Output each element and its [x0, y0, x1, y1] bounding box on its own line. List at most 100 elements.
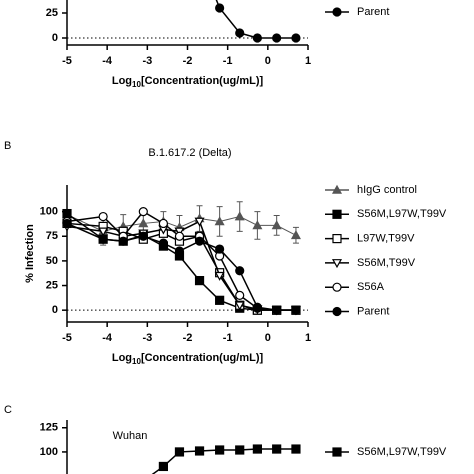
legend-marker	[332, 447, 342, 457]
panel-label: C	[4, 404, 12, 416]
legend-label: hIgG control	[357, 184, 417, 196]
panel: 100 125 C Wuhan S56M,L97W,T99V	[4, 404, 447, 474]
y-tick-label: 100	[40, 446, 58, 458]
y-tick-label: 0	[52, 304, 58, 316]
chart-title: Wuhan	[113, 430, 148, 442]
legend-label: L97W,T99V	[357, 233, 415, 245]
x-tick-label: 0	[265, 332, 271, 344]
marker	[290, 230, 301, 240]
marker	[215, 295, 225, 305]
legend-label: Parent	[357, 6, 389, 18]
y-tick-label: 125	[40, 422, 58, 434]
marker	[62, 208, 72, 219]
marker	[291, 444, 301, 454]
panel-label: B	[4, 140, 11, 152]
legend-marker	[331, 184, 343, 194]
marker	[272, 305, 282, 315]
marker	[235, 266, 245, 276]
legend-label: S56M,L97W,T99V	[357, 208, 447, 220]
marker	[174, 447, 185, 457]
x-label-part: Log	[112, 75, 132, 87]
x-tick-label: -5	[62, 55, 72, 67]
marker	[291, 33, 301, 43]
x-tick-label: -2	[183, 55, 193, 67]
marker	[235, 28, 245, 38]
marker	[215, 445, 225, 455]
plot-area	[215, 0, 301, 43]
y-tick-label: 75	[46, 230, 58, 242]
x-label-part: 10	[132, 80, 141, 89]
y-tick-label: 25	[46, 279, 58, 291]
legend-label: S56M,L97W,T99V	[357, 446, 447, 458]
plot-area	[61, 201, 301, 316]
x-tick-label: 0	[265, 55, 271, 67]
legend-label: S56A	[357, 281, 385, 293]
legend-marker	[331, 259, 343, 269]
x-tick-label: -4	[102, 332, 113, 344]
x-tick-label: -5	[62, 332, 72, 344]
marker	[174, 231, 185, 241]
legend-marker	[332, 234, 342, 244]
x-axis-label: Log10[Concentration(ug/mL)]	[112, 352, 264, 366]
y-tick-label: 0	[52, 32, 58, 44]
y-axis-label: % Infection	[24, 224, 36, 283]
marker	[215, 3, 225, 13]
marker	[194, 217, 205, 227]
x-tick-label: -3	[142, 55, 152, 67]
marker	[194, 276, 205, 286]
marker	[272, 444, 282, 454]
legend-label: Parent	[357, 305, 389, 317]
x-label-part: 10	[132, 357, 141, 366]
marker	[194, 446, 205, 456]
chart-title: B.1.617.2 (Delta)	[148, 147, 231, 159]
y-tick-label: 100	[40, 206, 58, 218]
marker	[214, 216, 225, 226]
x-label-part: [Concentration(ug/mL)]	[141, 75, 264, 87]
marker	[214, 271, 225, 281]
marker	[98, 211, 108, 222]
legend-marker	[332, 282, 342, 292]
legend-marker	[332, 209, 342, 219]
marker	[234, 211, 245, 221]
marker	[252, 302, 262, 312]
marker	[98, 234, 108, 244]
marker	[252, 33, 262, 43]
marker	[235, 290, 245, 300]
marker	[194, 236, 205, 246]
marker	[235, 445, 245, 455]
y-tick-label: 50	[46, 255, 58, 267]
marker	[138, 231, 148, 241]
marker	[215, 244, 225, 254]
x-tick-label: -1	[223, 332, 233, 344]
marker	[272, 33, 282, 43]
marker	[252, 444, 262, 454]
y-tick-label: 25	[46, 7, 58, 19]
x-tick-label: -4	[102, 55, 113, 67]
plot-area	[151, 444, 301, 474]
x-label-part: Log	[112, 352, 132, 364]
marker	[158, 218, 168, 229]
x-tick-label: -1	[223, 55, 233, 67]
legend-label: S56M,T99V	[357, 257, 416, 269]
marker	[98, 227, 109, 237]
marker	[158, 461, 168, 472]
marker	[174, 246, 185, 256]
legend-marker	[332, 7, 342, 17]
panel: 0 25 50 75 100 -5 -4 -3 -2 -1 0 1 Log10[Concentratio…	[4, 140, 447, 366]
x-axis-label: Log10[Concentration(ug/mL)]	[112, 75, 264, 89]
x-tick-label: -3	[142, 332, 152, 344]
marker	[62, 218, 72, 229]
marker	[118, 236, 128, 246]
x-tick-label: 1	[305, 332, 311, 344]
marker	[138, 207, 148, 217]
marker	[271, 220, 282, 230]
marker	[158, 238, 168, 248]
marker	[291, 305, 301, 315]
marker	[252, 220, 263, 230]
series-line	[215, 0, 296, 39]
marker	[138, 218, 149, 228]
panel: 0 25 -5 -4 -3 -2 -1 0 1 Log10[Concentration(ug/mL…	[46, 0, 389, 89]
marker	[234, 301, 245, 311]
x-tick-label: 1	[305, 55, 311, 67]
